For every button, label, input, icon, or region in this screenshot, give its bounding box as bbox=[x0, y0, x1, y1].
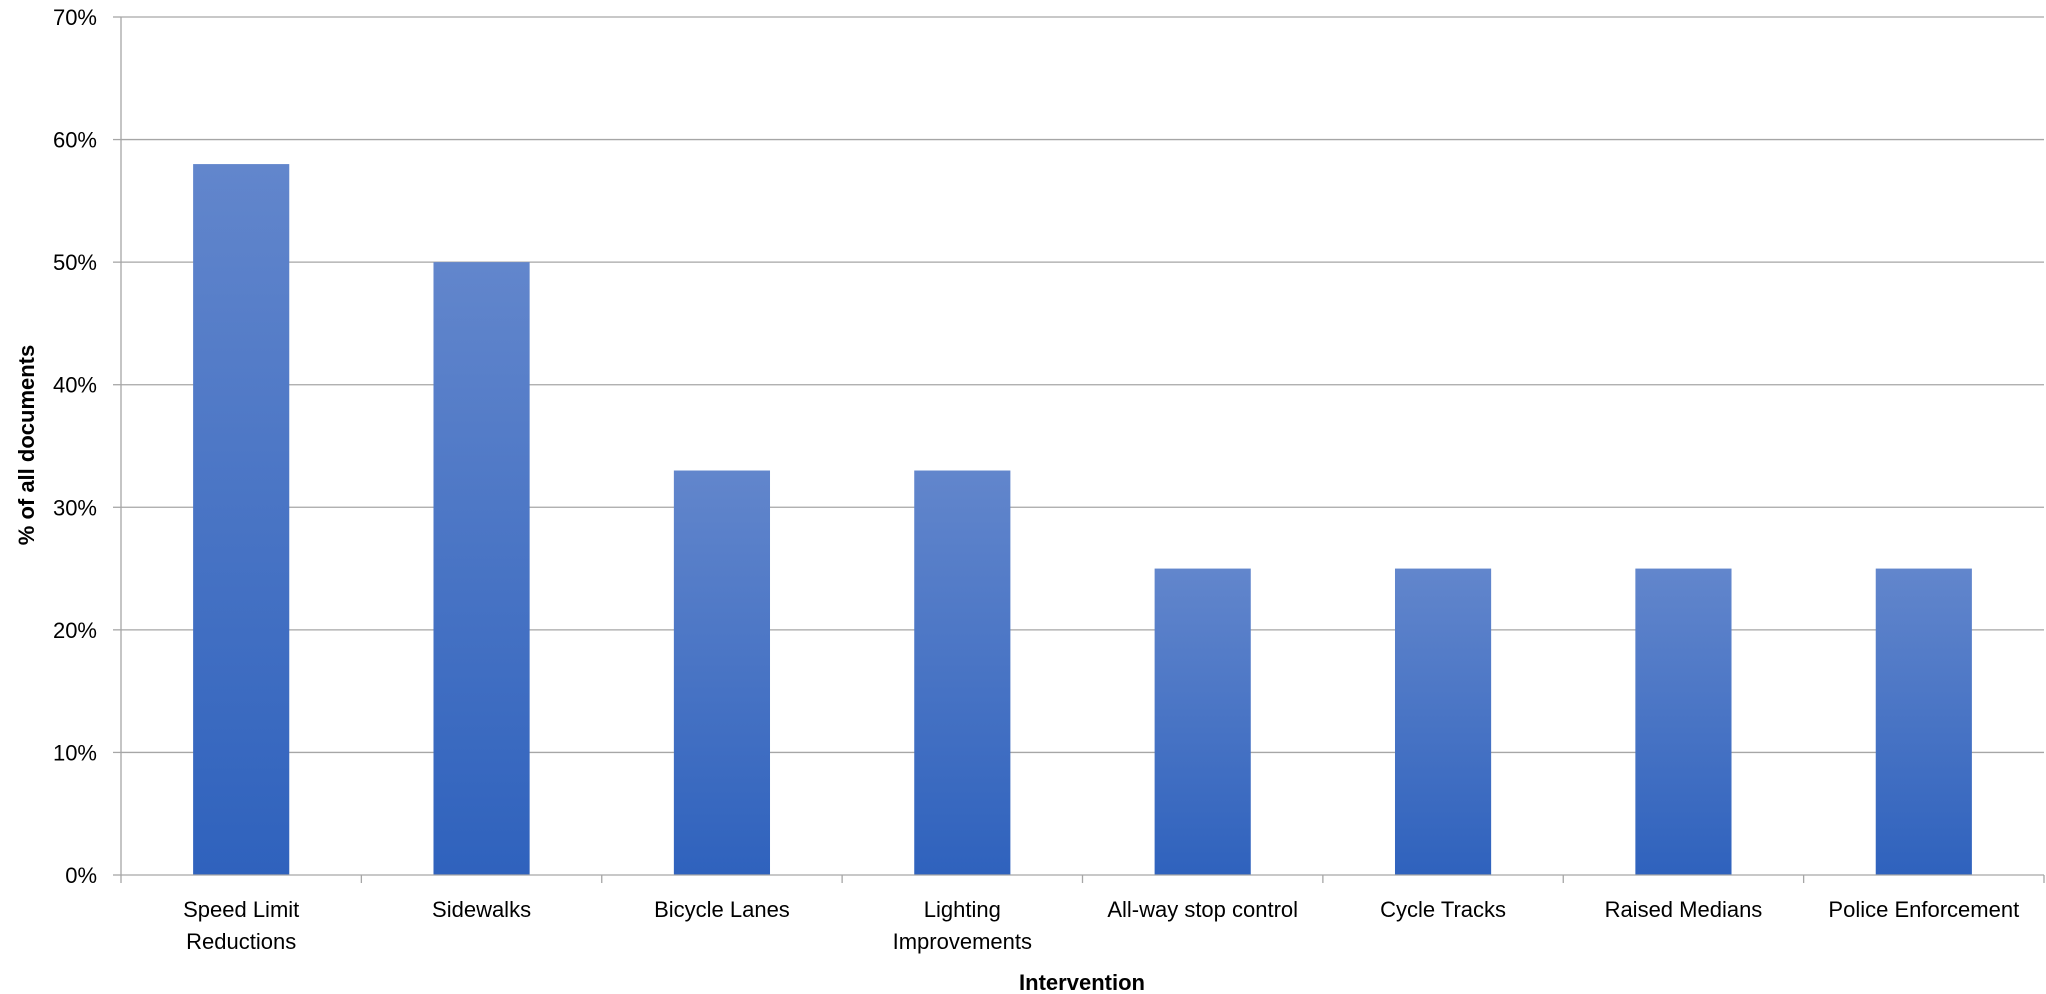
axes bbox=[120, 17, 2045, 883]
x-axis-labels: Speed Limit Reductions Sidewalks Bicycle La… bbox=[183, 897, 2019, 954]
bars bbox=[193, 164, 1972, 876]
y-tick-label: 10% bbox=[53, 740, 97, 765]
y-axis-ticks: 0% 10% 20% 30% 40% 50% 60% 70% bbox=[53, 5, 121, 888]
y-tick-label: 60% bbox=[53, 128, 97, 153]
x-axis-title: Intervention bbox=[1019, 970, 1145, 994]
y-tick-label: 0% bbox=[65, 863, 97, 888]
y-tick-label: 30% bbox=[53, 495, 97, 520]
x-category-label: Cycle Tracks bbox=[1380, 897, 1506, 922]
x-category-label: Speed Limit Reductions bbox=[183, 897, 299, 954]
bar bbox=[1154, 568, 1251, 875]
y-tick-label: 70% bbox=[53, 5, 97, 30]
bar bbox=[1635, 568, 1732, 875]
bar bbox=[433, 262, 530, 876]
y-tick-label: 50% bbox=[53, 250, 97, 275]
gridlines bbox=[121, 16, 2044, 754]
x-category-label: Bicycle Lanes bbox=[654, 897, 790, 922]
bar bbox=[673, 470, 771, 875]
bar bbox=[193, 164, 290, 876]
bar bbox=[1875, 568, 1972, 875]
bar bbox=[1394, 568, 1492, 875]
x-category-label: Police Enforcement bbox=[1828, 897, 2019, 922]
bar bbox=[914, 470, 1011, 875]
y-tick-label: 20% bbox=[53, 618, 97, 643]
y-axis-title: % of all documents bbox=[14, 345, 39, 545]
y-tick-label: 40% bbox=[53, 373, 97, 398]
x-category-label: Sidewalks bbox=[432, 897, 531, 922]
x-category-label: All-way stop control bbox=[1107, 897, 1298, 922]
x-category-label: Raised Medians bbox=[1605, 897, 1763, 922]
x-category-label: Lighting Improvements bbox=[893, 897, 1032, 954]
